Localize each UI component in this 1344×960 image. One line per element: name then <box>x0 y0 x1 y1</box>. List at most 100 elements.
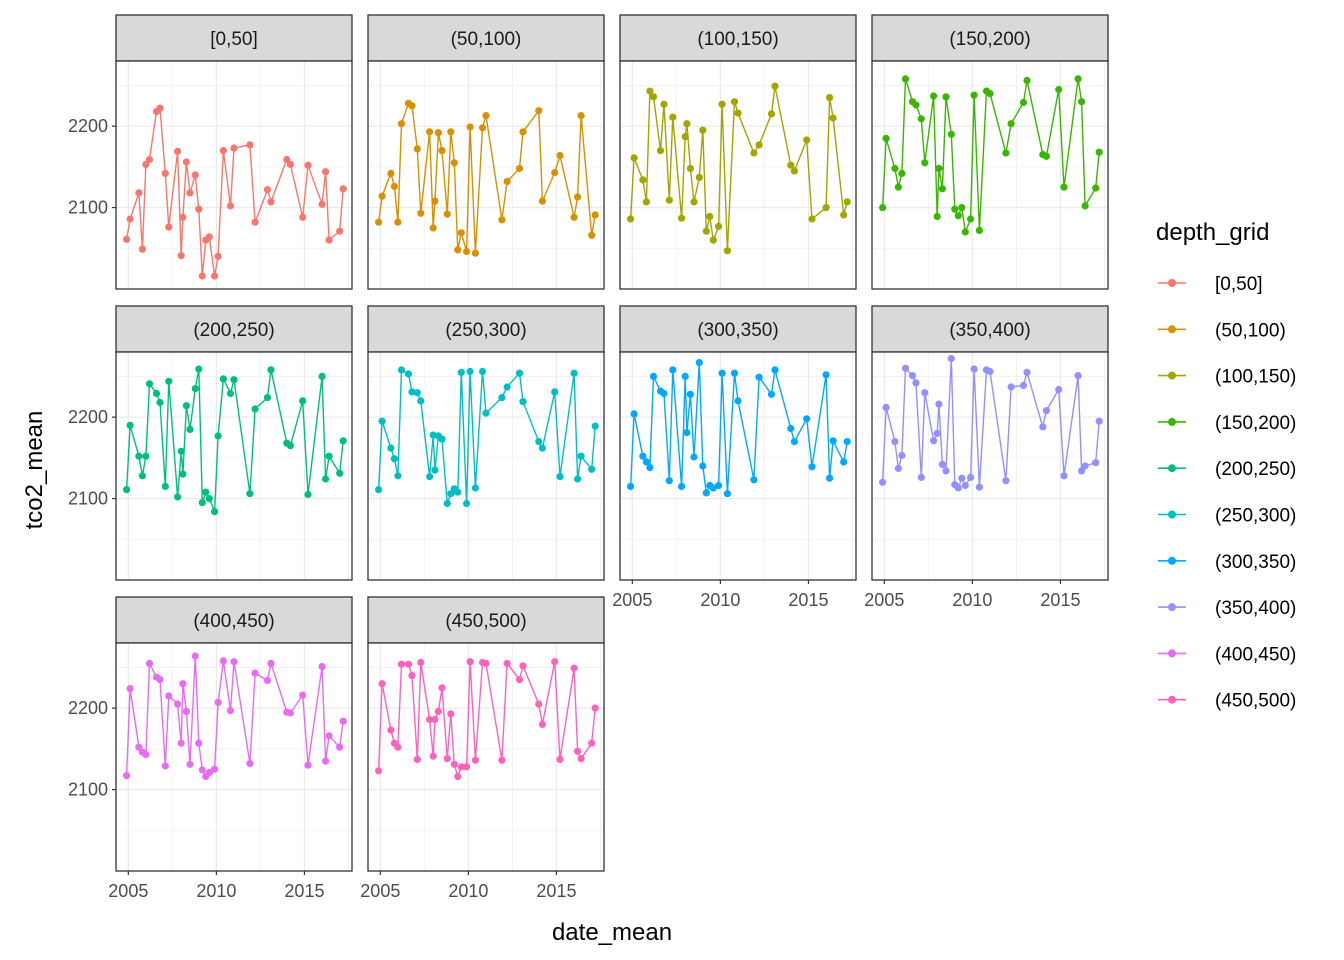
data-point <box>226 389 235 398</box>
data-point <box>954 484 962 492</box>
data-point <box>1007 383 1015 391</box>
data-point <box>198 272 206 280</box>
data-point <box>286 709 294 717</box>
data-point <box>767 110 776 118</box>
legend-entry: (250,300) <box>1158 506 1296 527</box>
data-point <box>822 371 830 379</box>
data-point <box>263 394 272 402</box>
data-point <box>156 676 164 684</box>
data-point <box>790 438 799 446</box>
facet-panel: (150,200) <box>871 14 1109 290</box>
data-point <box>921 159 929 167</box>
facet-strip-label: (150,200) <box>949 29 1030 50</box>
data-point <box>336 227 344 235</box>
legend-label: (250,300) <box>1215 506 1296 527</box>
x-tick-label: 2010 <box>700 590 740 610</box>
data-point <box>165 223 173 231</box>
facet-panel: (200,250) <box>115 305 353 581</box>
data-point <box>165 377 173 385</box>
data-point <box>665 196 673 204</box>
data-point <box>1042 152 1050 160</box>
data-point <box>177 739 185 747</box>
data-point <box>1092 184 1100 192</box>
data-point <box>182 158 190 166</box>
data-point <box>699 126 707 134</box>
legend-label: [0,50] <box>1215 274 1263 295</box>
data-point <box>723 490 732 498</box>
data-point <box>211 272 219 280</box>
data-point <box>577 755 585 763</box>
data-point <box>417 658 425 667</box>
data-point <box>1095 148 1103 156</box>
data-point <box>686 164 695 173</box>
data-point <box>417 209 425 217</box>
data-point <box>538 197 547 205</box>
data-point <box>790 167 799 175</box>
data-point <box>843 438 851 446</box>
data-point <box>938 460 947 468</box>
data-point <box>570 213 578 221</box>
data-point <box>681 372 689 380</box>
data-point <box>179 470 187 478</box>
data-point <box>413 389 421 397</box>
data-point <box>145 659 154 668</box>
data-point <box>135 452 143 460</box>
facet-strip <box>367 596 605 644</box>
data-point <box>397 120 406 128</box>
data-point <box>182 402 190 410</box>
data-point <box>921 389 929 397</box>
data-point <box>695 359 703 367</box>
data-point <box>556 151 564 160</box>
panel-background <box>116 61 352 289</box>
data-point <box>574 193 582 201</box>
data-point <box>503 659 511 668</box>
data-point <box>642 458 651 466</box>
data-point <box>681 133 689 141</box>
data-point <box>1042 407 1050 415</box>
data-point <box>695 173 703 181</box>
data-point <box>975 226 984 234</box>
data-point <box>394 472 402 480</box>
data-point <box>646 464 654 472</box>
data-point <box>538 444 547 452</box>
data-point <box>177 252 185 260</box>
data-point <box>286 442 294 450</box>
data-point <box>457 368 465 376</box>
data-point <box>961 481 969 490</box>
facet-strip-label: (250,300) <box>445 320 526 341</box>
legend-entry: (50,100) <box>1158 320 1286 341</box>
facet-panel: (300,350) <box>619 305 857 581</box>
facet-strip <box>367 14 605 62</box>
legend-label: (150,200) <box>1215 413 1296 434</box>
facet-strip-label: (450,500) <box>445 611 526 632</box>
data-point <box>787 161 795 169</box>
data-point <box>718 369 726 377</box>
data-point <box>535 438 543 446</box>
data-point <box>198 766 206 774</box>
data-point <box>1092 459 1100 467</box>
data-point <box>466 658 474 666</box>
data-point <box>443 210 451 218</box>
facet-panel: (450,500) <box>367 596 605 872</box>
data-point <box>156 398 164 407</box>
data-point <box>478 124 487 132</box>
data-point <box>304 490 312 499</box>
facet-strip <box>115 14 353 62</box>
data-point <box>174 493 182 501</box>
data-point <box>478 367 487 376</box>
data-point <box>826 474 834 482</box>
panel-background <box>368 352 604 580</box>
panel-background <box>368 61 604 289</box>
data-point <box>912 101 920 109</box>
data-point <box>191 652 199 660</box>
data-point <box>431 466 439 474</box>
data-point <box>709 236 717 244</box>
data-point <box>394 743 402 751</box>
data-point <box>426 473 434 481</box>
data-point <box>145 380 154 388</box>
data-point <box>669 366 677 374</box>
data-point <box>161 482 169 490</box>
data-point <box>413 755 421 764</box>
data-point <box>498 216 506 224</box>
data-point <box>503 177 511 186</box>
